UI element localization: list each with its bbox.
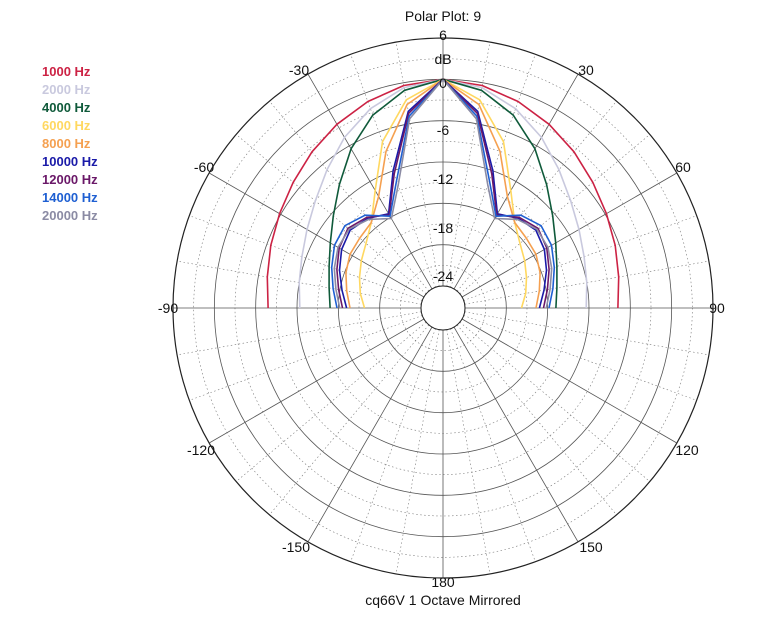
angle-label: -90 <box>158 300 178 316</box>
radial-tick-label: -18 <box>433 220 453 236</box>
angle-label: -60 <box>194 159 214 175</box>
chart-title: Polar Plot: 9 <box>405 8 481 24</box>
grid-spoke <box>189 315 423 401</box>
grid-spoke <box>453 73 579 290</box>
legend-entry: 1000 Hz <box>42 64 91 79</box>
legend-entry: 14000 Hz <box>42 190 98 205</box>
angle-label: 150 <box>579 539 603 555</box>
grid-spoke <box>269 100 430 292</box>
series-line <box>333 78 553 309</box>
legend: 1000 Hz 2000 Hz 4000 Hz 6000 Hz 8000 Hz … <box>42 63 98 225</box>
grid-spoke <box>269 324 430 516</box>
angle-label: 30 <box>578 62 594 78</box>
grid-spoke <box>463 315 697 401</box>
grid-spoke <box>235 134 427 295</box>
grid-spoke <box>307 326 433 543</box>
radial-tick-label: -12 <box>433 171 453 187</box>
grid-spoke <box>456 324 617 516</box>
angle-label: 180 <box>431 574 455 590</box>
polar-overlay <box>420 285 466 331</box>
legend-entry: 20000 Hz <box>42 208 98 223</box>
grid-spoke <box>461 172 678 298</box>
legend-entry: 4000 Hz <box>42 100 91 115</box>
legend-entry: 8000 Hz <box>42 136 91 151</box>
grid-spoke <box>177 311 422 356</box>
grid-spoke <box>395 42 440 287</box>
legend-entry: 2000 Hz <box>42 82 91 97</box>
grid-spoke <box>307 73 433 290</box>
grid-spoke <box>208 318 425 444</box>
grid-spoke <box>189 215 423 301</box>
series-curves <box>266 78 620 309</box>
grid-spoke <box>459 134 651 295</box>
angle-label: 60 <box>675 159 691 175</box>
grid-spoke <box>208 172 425 298</box>
angle-label: -30 <box>289 62 309 78</box>
radial-tick-label: 6 <box>439 27 447 43</box>
legend-entry: 6000 Hz <box>42 118 91 133</box>
radial-tick-label: -24 <box>433 268 453 284</box>
grid-spoke <box>456 100 617 292</box>
grid-spoke <box>461 318 678 444</box>
radial-unit-label: dB <box>434 51 451 67</box>
chart-subtitle: cq66V 1 Octave Mirrored <box>365 592 521 608</box>
grid-spoke <box>395 329 440 574</box>
grid-spoke <box>446 42 491 287</box>
angle-label: -120 <box>187 442 215 458</box>
radial-tick-label: 0 <box>439 75 447 91</box>
angle-label: 90 <box>709 300 725 316</box>
grid-spoke <box>463 215 697 301</box>
grid-spoke <box>446 329 491 574</box>
legend-entry: 12000 Hz <box>42 172 98 187</box>
legend-entry: 10000 Hz <box>42 154 98 169</box>
grid-spoke <box>450 328 536 562</box>
radial-tick-label: -6 <box>437 122 450 138</box>
grid-spoke <box>453 326 579 543</box>
grid-spoke <box>235 321 427 482</box>
angle-label: -150 <box>282 539 310 555</box>
grid-spoke <box>459 321 651 482</box>
grid-spoke <box>350 328 436 562</box>
angle-label: 120 <box>675 442 699 458</box>
grid-spoke <box>464 311 709 356</box>
center-hole <box>420 285 466 331</box>
